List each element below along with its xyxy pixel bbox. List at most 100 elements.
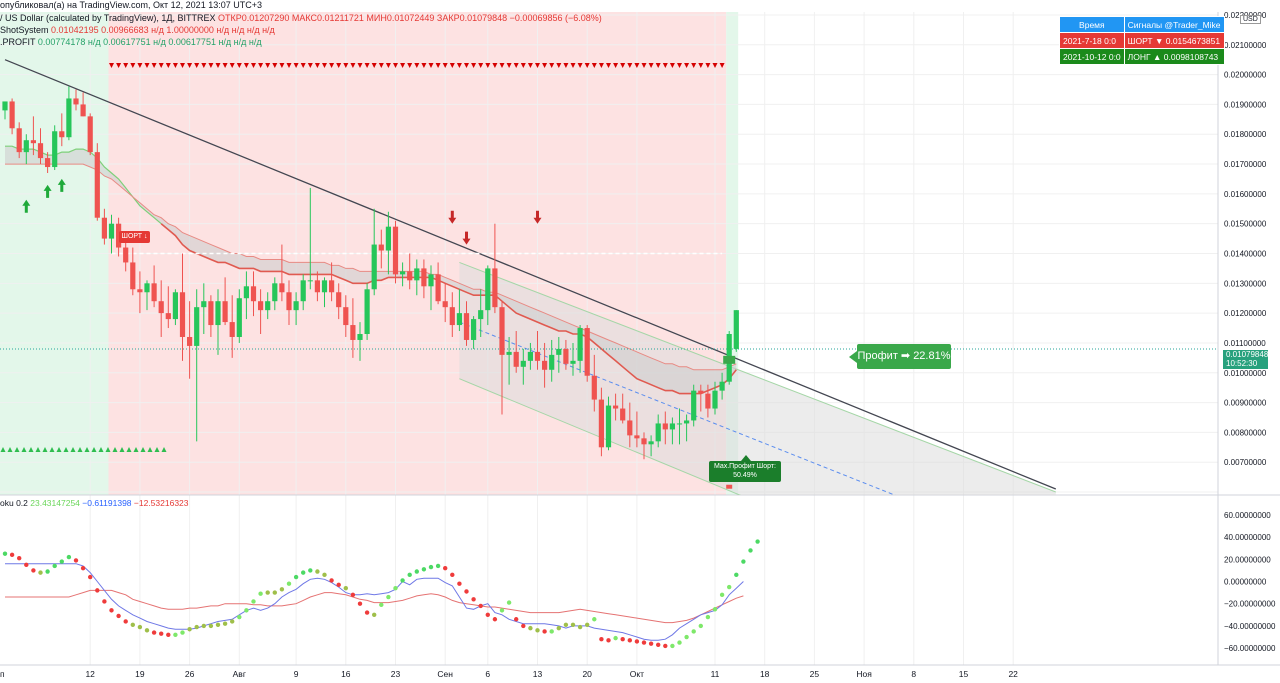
short-marker-icon (542, 63, 548, 68)
oscillator-dot (656, 642, 661, 647)
candle-body (407, 271, 413, 281)
candle-body (80, 104, 86, 117)
long-marker-icon (28, 447, 34, 452)
long-marker-icon (91, 447, 97, 452)
short-marker-icon (336, 63, 342, 68)
time-tick-label: п (0, 669, 5, 679)
short-marker-icon (265, 63, 271, 68)
oscillator-red-line (5, 589, 744, 624)
short-marker-icon (627, 63, 633, 68)
arrow-up-icon (22, 199, 31, 213)
oscillator-dot (286, 581, 292, 586)
oscillator-dot (691, 629, 696, 634)
candle-body (542, 360, 548, 370)
oscillator-dot (116, 613, 121, 619)
ema-fast-line (5, 145, 162, 225)
trend-line (4, 59, 1057, 490)
time-tick-label: Сен (437, 669, 453, 679)
oscillator-dot (386, 594, 391, 600)
oscillator-dot (492, 617, 498, 622)
oscillator-dot (570, 622, 576, 628)
candle-body (314, 280, 320, 293)
candle-body (329, 280, 335, 293)
short-marker-icon (357, 63, 363, 68)
time-tick-label: 19 (135, 669, 145, 679)
oscillator-dot (180, 630, 185, 635)
oscillator-dot (194, 624, 199, 630)
short-marker-icon (116, 63, 122, 68)
candle-body (712, 390, 718, 409)
short-marker-icon (499, 63, 505, 68)
oscillator-dot (137, 624, 143, 630)
candle-body (229, 322, 235, 337)
signal-price: 0.0154673851 (1165, 35, 1221, 46)
candle-body (520, 360, 526, 367)
candle-body (158, 301, 164, 314)
indicator2-line: .PROFIT 0.00774178 н/д 0.00617751 н/д 0.… (0, 37, 262, 48)
oscillator-dot (66, 554, 72, 560)
candle-body (52, 131, 58, 168)
candle-body (655, 423, 661, 442)
oscillator-dot (293, 574, 299, 580)
candle-body (272, 283, 278, 302)
signal-type: ЛОНГ (1127, 51, 1151, 62)
max-profit-title: Max.Профит Шорт: (713, 463, 776, 470)
time-tick-label: 20 (582, 669, 592, 679)
short-marker-icon (400, 63, 406, 68)
long-marker-icon (133, 447, 139, 452)
oscillator-dot (322, 572, 327, 578)
price-tick-label: 0.01100000 (1224, 339, 1266, 348)
indicator1-name: ShotSystem (0, 25, 49, 35)
short-marker-icon (485, 63, 491, 68)
short-marker-icon (428, 63, 434, 68)
candle-body (705, 393, 711, 409)
oscillator-dot (208, 623, 214, 629)
candle-body (2, 101, 8, 111)
short-marker-icon (584, 63, 590, 68)
oscillator-dot (215, 622, 221, 628)
candle-body (144, 283, 150, 293)
candle-body (130, 262, 136, 290)
short-marker-icon (378, 63, 384, 68)
time-tick-label: Окт (630, 669, 644, 679)
candle-body (613, 405, 619, 409)
time-tick-label: 26 (185, 669, 195, 679)
candle-body (215, 301, 221, 326)
oscillator-dot (620, 637, 625, 642)
candle-body (201, 301, 207, 308)
candle-body (428, 274, 434, 287)
candle-body (598, 399, 604, 448)
oscillator-dot (38, 570, 43, 575)
price-tick-label: 0.01700000 (1224, 160, 1267, 169)
long-marker-icon (126, 447, 132, 452)
oscillator-dot (109, 608, 114, 613)
time-tick-label: 6 (485, 669, 490, 679)
oscillator-dot (634, 639, 640, 644)
arrow-down-icon (448, 210, 457, 224)
candle-body (478, 310, 484, 320)
candle-body (442, 301, 448, 308)
oscillator-dot (450, 572, 455, 578)
oscillator-dot (88, 574, 93, 580)
candle-body (286, 292, 292, 311)
oscillator-dot (435, 563, 441, 569)
oscillator-dot (428, 564, 434, 570)
oscillator-dot (393, 585, 398, 591)
short-marker-icon (393, 63, 398, 68)
short-marker-icon (648, 63, 654, 68)
short-marker-icon (677, 63, 682, 68)
candle-body (293, 301, 299, 311)
candle-body (513, 351, 519, 367)
oscillator-dot (719, 592, 725, 598)
arrow-up-icon: ▲ (1152, 51, 1162, 62)
short-marker-icon (556, 63, 562, 68)
short-marker-icon (201, 63, 207, 68)
short-marker-icon (684, 63, 690, 68)
candle-body (66, 98, 72, 138)
long-marker-icon (105, 447, 111, 452)
oscillator-dot (563, 622, 569, 628)
candle-body (222, 301, 228, 323)
candle-body (179, 292, 186, 337)
candle-body (243, 286, 249, 299)
